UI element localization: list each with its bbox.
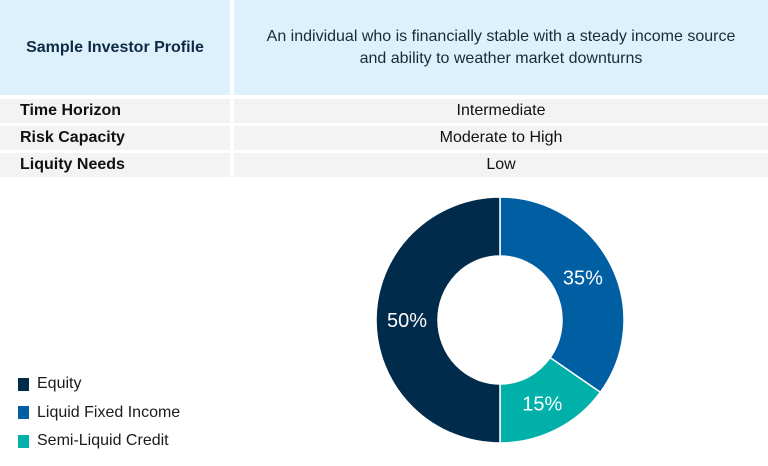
profile-header-value: An individual who is financially stable …: [234, 0, 768, 95]
profile-header-label: Sample Investor Profile: [0, 0, 230, 95]
legend-swatch: [18, 377, 29, 391]
table-row: Time Horizon Intermediate: [0, 99, 768, 123]
row-label: Risk Capacity: [0, 126, 230, 150]
legend: Equity Liquid Fixed Income Semi-Liquid C…: [18, 370, 180, 456]
legend-item-equity: Equity: [18, 370, 180, 399]
donut-slice-liquid-fixed-income: [499, 196, 625, 394]
row-label: Time Horizon: [0, 99, 230, 123]
row-value: Low: [234, 153, 768, 177]
data-label: 35%: [563, 268, 603, 290]
row-label: Liquity Needs: [0, 153, 230, 177]
legend-label: Liquid Fixed Income: [37, 403, 181, 421]
legend-item-semi-liquid-credit: Semi-Liquid Credit: [18, 427, 180, 456]
legend-label: Semi-Liquid Credit: [37, 432, 169, 450]
row-value: Moderate to High: [234, 126, 768, 150]
legend-swatch: [18, 434, 29, 448]
table-row: Liquity Needs Low: [0, 153, 768, 177]
data-label: 50%: [387, 310, 427, 332]
table-row: Risk Capacity Moderate to High: [0, 126, 768, 150]
donut-slice-equity: [375, 196, 501, 444]
data-label: 15%: [522, 393, 562, 415]
legend-item-liquid-fixed-income: Liquid Fixed Income: [18, 399, 180, 428]
legend-swatch: [18, 406, 29, 420]
legend-label: Equity: [37, 375, 82, 393]
row-value: Intermediate: [234, 99, 768, 123]
